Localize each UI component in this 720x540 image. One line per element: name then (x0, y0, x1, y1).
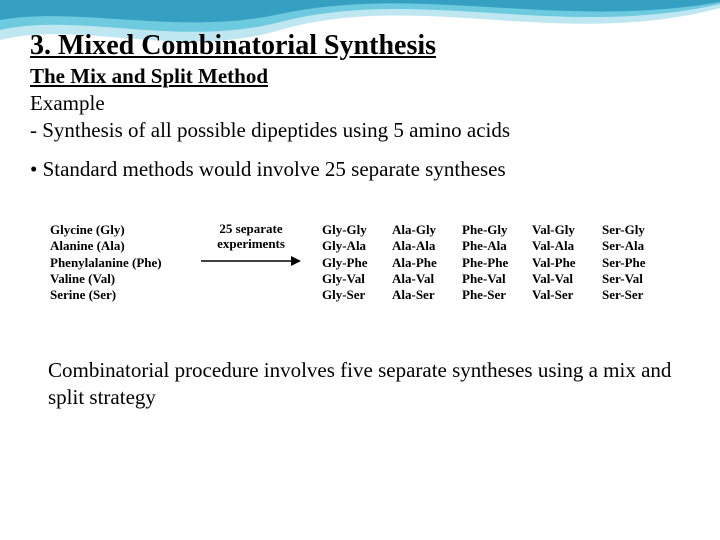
peptide-column: Val-GlyVal-AlaVal-PheVal-ValVal-Ser (532, 222, 588, 303)
peptide-cell: Gly-Ser (322, 287, 378, 303)
peptide-cell: Ser-Ser (602, 287, 658, 303)
arrow-icon (201, 254, 301, 268)
peptide-cell: Ala-Val (392, 271, 448, 287)
peptide-cell: Ala-Ser (392, 287, 448, 303)
example-label: Example (30, 91, 690, 116)
peptide-cell: Ala-Gly (392, 222, 448, 238)
peptide-cell: Gly-Phe (322, 255, 378, 271)
amino-acid: Alanine (Ala) (50, 238, 180, 254)
slide-title: 3. Mixed Combinatorial Synthesis (30, 30, 690, 62)
peptide-cell: Ser-Ala (602, 238, 658, 254)
peptide-cell: Gly-Ala (322, 238, 378, 254)
closing-text: Combinatorial procedure involves five se… (48, 357, 690, 410)
slide-subtitle: The Mix and Split Method (30, 64, 690, 89)
peptide-cell: Val-Gly (532, 222, 588, 238)
peptide-cell: Gly-Val (322, 271, 378, 287)
content-area: 3. Mixed Combinatorial Synthesis The Mix… (0, 0, 720, 430)
peptide-cell: Val-Ser (532, 287, 588, 303)
example-line: - Synthesis of all possible dipeptides u… (30, 118, 690, 143)
amino-acid: Phenylalanine (Phe) (50, 255, 180, 271)
amino-acid: Serine (Ser) (50, 287, 180, 303)
peptide-column: Phe-GlyPhe-AlaPhe-PhePhe-ValPhe-Ser (462, 222, 518, 303)
peptide-cell: Ala-Phe (392, 255, 448, 271)
peptide-cell: Ser-Val (602, 271, 658, 287)
peptide-cell: Gly-Gly (322, 222, 378, 238)
peptide-cell: Val-Phe (532, 255, 588, 271)
amino-acid: Valine (Val) (50, 271, 180, 287)
peptide-column: Gly-GlyGly-AlaGly-PheGly-ValGly-Ser (322, 222, 378, 303)
peptide-cell: Phe-Ala (462, 238, 518, 254)
amino-acid: Glycine (Gly) (50, 222, 180, 238)
peptide-column: Ser-GlySer-AlaSer-PheSer-ValSer-Ser (602, 222, 658, 303)
amino-acid-column: Glycine (Gly) Alanine (Ala) Phenylalanin… (50, 222, 180, 303)
peptide-cell: Phe-Phe (462, 255, 518, 271)
peptide-cell: Val-Val (532, 271, 588, 287)
slide: 3. Mixed Combinatorial Synthesis The Mix… (0, 0, 720, 540)
peptide-cell: Ser-Gly (602, 222, 658, 238)
bullet-point: • Standard methods would involve 25 sepa… (30, 157, 690, 182)
peptide-cell: Ala-Ala (392, 238, 448, 254)
peptide-cell: Phe-Gly (462, 222, 518, 238)
peptide-cell: Phe-Val (462, 271, 518, 287)
peptide-column: Ala-GlyAla-AlaAla-PheAla-ValAla-Ser (392, 222, 448, 303)
arrow-block: 25 separate experiments (196, 222, 306, 268)
peptide-cell: Ser-Phe (602, 255, 658, 271)
peptide-cell: Val-Ala (532, 238, 588, 254)
peptide-cell: Phe-Ser (462, 287, 518, 303)
peptide-grid: Gly-GlyGly-AlaGly-PheGly-ValGly-SerAla-G… (322, 222, 658, 303)
arrow-label-top: 25 separate (219, 222, 282, 237)
synthesis-diagram: Glycine (Gly) Alanine (Ala) Phenylalanin… (30, 222, 690, 303)
arrow-label-bottom: experiments (217, 237, 285, 252)
